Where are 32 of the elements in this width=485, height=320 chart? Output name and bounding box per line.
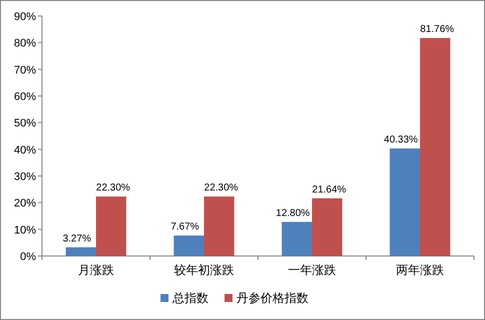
data-label: 12.80% (276, 208, 310, 219)
data-label: 21.64% (312, 184, 346, 196)
y-tick-label: 50% (14, 118, 36, 130)
bar (66, 247, 96, 256)
x-tick-label: 月涨跌 (78, 263, 114, 277)
bar (312, 198, 342, 256)
bar (204, 196, 234, 256)
y-tick-label: 60% (14, 91, 36, 103)
x-tick-label: 两年涨跌 (396, 263, 444, 277)
y-tick-label: 10% (14, 224, 36, 236)
data-label: 3.27% (62, 233, 92, 244)
bar (174, 236, 204, 256)
bar (282, 222, 312, 256)
legend-label: 总指数 (172, 291, 208, 305)
y-tick-label: 20% (14, 198, 36, 210)
x-tick-label: 较年初涨跌 (174, 263, 234, 277)
bar (420, 38, 450, 256)
y-tick-label: 30% (14, 171, 36, 183)
bar (96, 196, 126, 256)
data-label: 40.33% (384, 134, 418, 146)
y-tick-label: 40% (14, 144, 36, 156)
legend-label: 丹参价格指数 (236, 291, 308, 305)
y-tick-label: 0% (20, 251, 36, 263)
y-tick-label: 70% (14, 64, 36, 76)
bar (390, 148, 420, 256)
y-tick-label: 80% (14, 38, 36, 50)
x-tick-label: 一年涨跌 (288, 263, 336, 277)
data-label: 81.76% (420, 24, 454, 35)
y-tick-label: 90% (14, 11, 36, 23)
data-label: 7.67% (170, 222, 200, 233)
data-label: 22.30% (204, 182, 238, 194)
data-label: 22.30% (96, 182, 130, 194)
